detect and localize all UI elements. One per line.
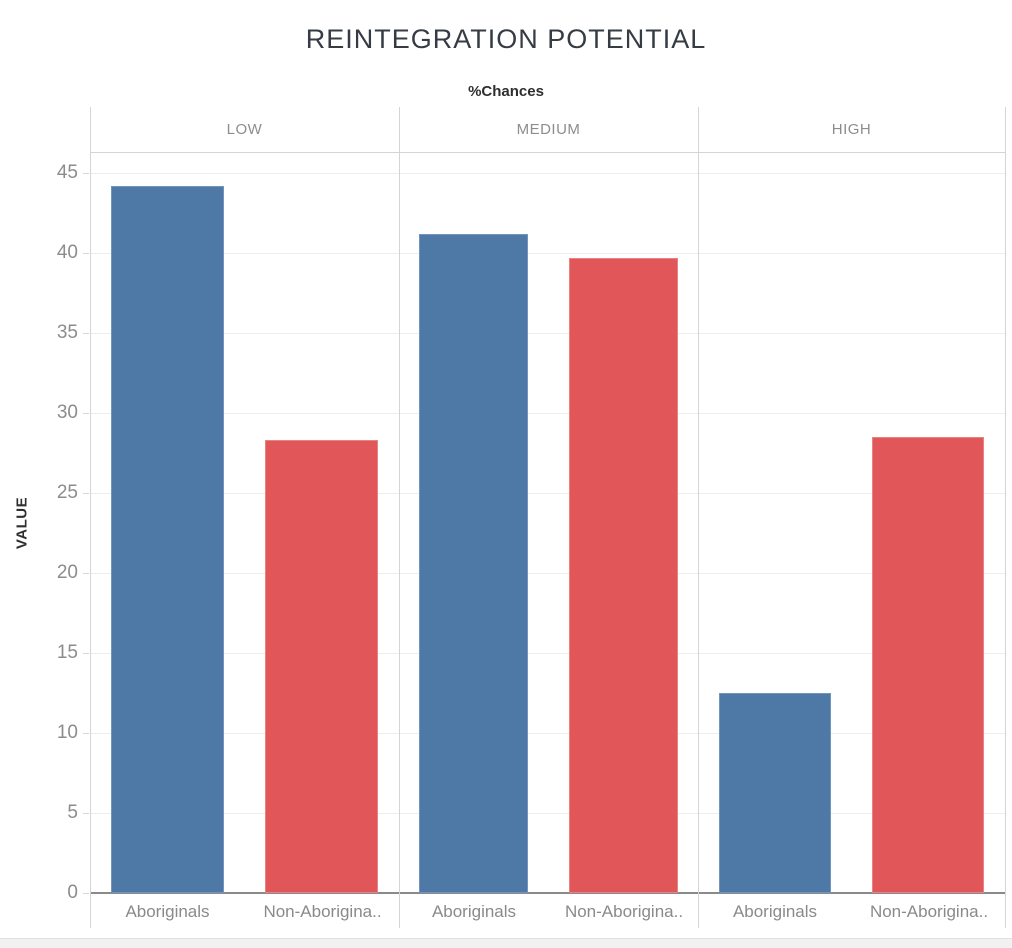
panel-divider-1 xyxy=(399,107,400,928)
gridline-5 xyxy=(90,813,1005,814)
y-tick-mark-5 xyxy=(83,813,89,814)
y-axis-title: VALUE xyxy=(13,496,31,550)
x-tick-label-medium-1: Non-Aborigina.. xyxy=(564,902,684,921)
bar-non-aboriginals-high[interactable] xyxy=(872,437,984,893)
plot-left-border xyxy=(90,107,91,928)
x-tick-label-low-1: Non-Aborigina.. xyxy=(263,902,382,921)
y-tick-label-20: 20 xyxy=(56,562,78,583)
y-tick-label-10: 10 xyxy=(56,722,78,743)
gridline-35 xyxy=(90,333,1005,334)
bottom-scroll-strip xyxy=(0,938,1012,948)
x-tick-label-high-1: Non-Aborigina.. xyxy=(869,902,989,921)
y-tick-label-15: 15 xyxy=(56,642,78,663)
x-tick-label-low-0: Aboriginals xyxy=(125,902,210,921)
y-tick-mark-45 xyxy=(83,173,89,174)
gridline-40 xyxy=(90,253,1005,254)
gridline-45 xyxy=(90,173,1005,174)
bar-aboriginals-low[interactable] xyxy=(111,185,224,893)
y-tick-label-40: 40 xyxy=(56,242,78,263)
bar-aboriginals-medium[interactable] xyxy=(419,233,528,893)
y-tick-label-5: 5 xyxy=(67,802,78,823)
panel-header-high: HIGH xyxy=(831,121,872,138)
panel-header-medium: MEDIUM xyxy=(516,121,581,138)
gridline-25 xyxy=(90,493,1005,494)
y-tick-label-0: 0 xyxy=(67,882,78,903)
panel-divider-2 xyxy=(698,107,699,928)
bar-non-aboriginals-medium[interactable] xyxy=(569,257,678,893)
y-tick-label-30: 30 xyxy=(56,402,78,423)
gridline-20 xyxy=(90,573,1005,574)
chart-title: REINTEGRATION POTENTIAL xyxy=(305,24,707,54)
y-tick-mark-25 xyxy=(83,493,89,494)
y-tick-label-25: 25 xyxy=(56,482,78,503)
gridline-30 xyxy=(90,413,1005,414)
x-axis-line xyxy=(90,892,1005,894)
y-tick-label-45: 45 xyxy=(56,162,78,183)
y-tick-mark-40 xyxy=(83,253,89,254)
y-tick-mark-30 xyxy=(83,413,89,414)
y-tick-mark-15 xyxy=(83,653,89,654)
y-tick-mark-0 xyxy=(83,893,89,894)
bar-non-aboriginals-low[interactable] xyxy=(265,440,378,893)
plot-right-border xyxy=(1005,107,1006,928)
gridline-15 xyxy=(90,653,1005,654)
y-tick-label-35: 35 xyxy=(56,322,78,343)
x-tick-label-medium-0: Aboriginals xyxy=(431,902,517,921)
column-field-label: %Chances xyxy=(468,83,544,100)
x-tick-label-high-0: Aboriginals xyxy=(732,902,818,921)
y-tick-mark-20 xyxy=(83,573,89,574)
panel-header-low: LOW xyxy=(226,121,263,138)
y-tick-mark-10 xyxy=(83,733,89,734)
y-tick-mark-35 xyxy=(83,333,89,334)
bar-aboriginals-high[interactable] xyxy=(719,693,831,893)
header-bottom-border xyxy=(90,152,1005,153)
gridline-10 xyxy=(90,733,1005,734)
